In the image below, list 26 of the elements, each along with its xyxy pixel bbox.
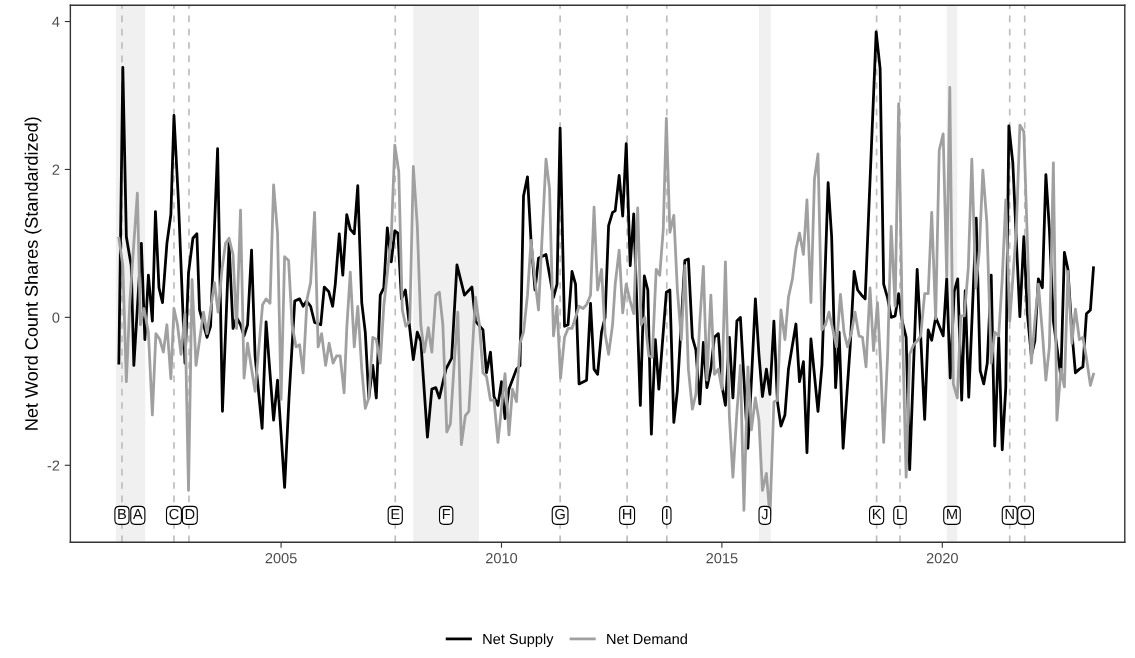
y-tick-label: 2 bbox=[52, 164, 60, 175]
x-tick-label: 2015 bbox=[706, 552, 738, 564]
ref-line-label: N bbox=[1005, 509, 1014, 520]
x-tick-label: 2005 bbox=[265, 552, 297, 564]
band-label: M bbox=[947, 509, 957, 520]
ref-line-label: O bbox=[1020, 508, 1031, 520]
ref-line-label: D bbox=[185, 509, 195, 520]
y-tick-label: -2 bbox=[47, 460, 60, 471]
band-label: F bbox=[442, 509, 451, 520]
band-label: A bbox=[132, 509, 143, 520]
ref-line-label: L bbox=[897, 509, 904, 520]
y-tick-label: 0 bbox=[52, 312, 60, 323]
y-tick-label: 4 bbox=[52, 16, 60, 27]
ref-line-label: G bbox=[555, 508, 565, 520]
legend-label: Net Supply bbox=[483, 633, 554, 648]
ref-line-label: I bbox=[666, 509, 668, 520]
band-label: J bbox=[761, 509, 768, 520]
ref-line-label: K bbox=[872, 509, 882, 520]
y-axis-title: Net Word Count Shares (Standardized) bbox=[24, 117, 42, 430]
ref-line-label: B bbox=[118, 509, 127, 520]
legend-label: Net Demand bbox=[607, 633, 687, 645]
ref-line-label: C bbox=[169, 508, 179, 520]
x-tick-label: 2020 bbox=[926, 552, 958, 564]
x-tick-label: 2010 bbox=[486, 552, 518, 564]
ref-line-label: E bbox=[391, 509, 400, 520]
ref-line-label: H bbox=[623, 509, 632, 520]
